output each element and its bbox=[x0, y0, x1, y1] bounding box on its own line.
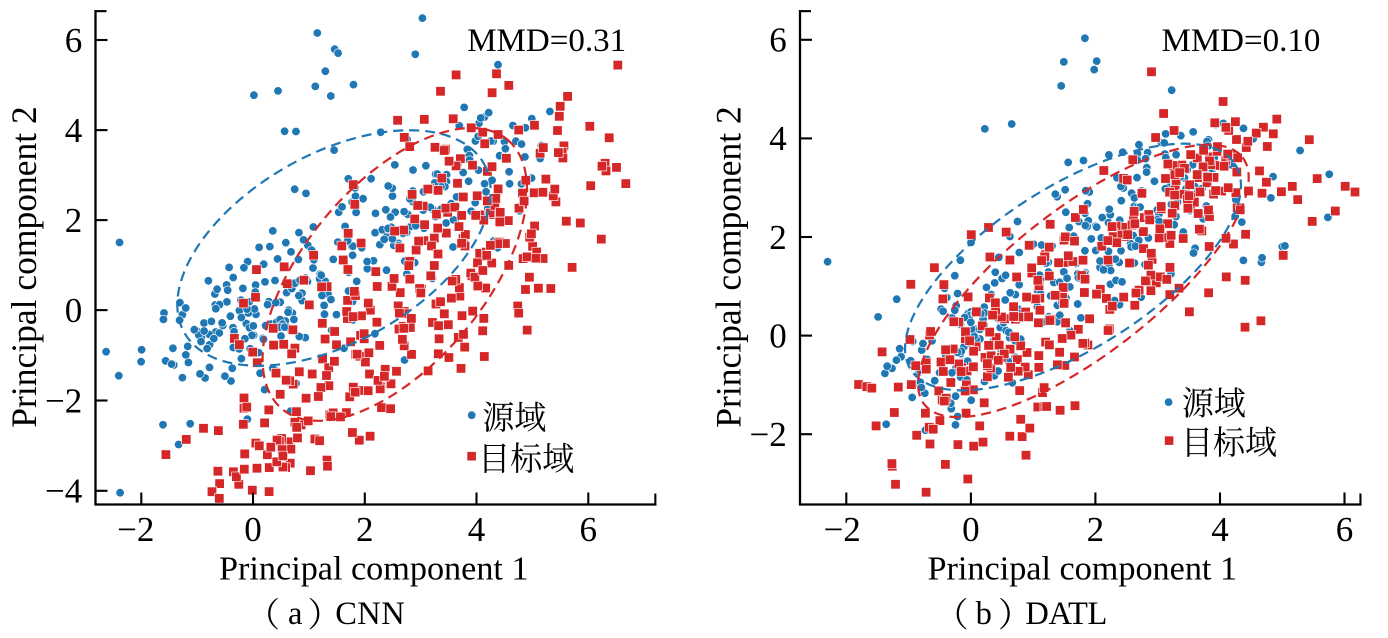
svg-text:2: 2 bbox=[65, 201, 83, 240]
svg-text:0: 0 bbox=[65, 291, 83, 330]
svg-text:−2: −2 bbox=[45, 381, 82, 420]
svg-text:Principal component 1: Principal component 1 bbox=[928, 550, 1238, 587]
svg-text:0: 0 bbox=[769, 316, 787, 355]
svg-text:−4: −4 bbox=[45, 472, 82, 511]
svg-text:a: a bbox=[288, 596, 302, 632]
svg-text:Principal component 2: Principal component 2 bbox=[709, 106, 749, 427]
svg-text:4: 4 bbox=[468, 510, 486, 549]
svg-text:0: 0 bbox=[244, 510, 262, 549]
svg-text:2: 2 bbox=[769, 218, 787, 257]
svg-text:MMD=0.10: MMD=0.10 bbox=[1162, 23, 1321, 59]
svg-text:−2: −2 bbox=[117, 510, 154, 549]
svg-text:2: 2 bbox=[356, 510, 374, 549]
svg-text:4: 4 bbox=[1211, 510, 1229, 549]
svg-text:6: 6 bbox=[580, 510, 598, 549]
svg-text:−2: −2 bbox=[750, 415, 787, 454]
svg-text:MMD=0.31: MMD=0.31 bbox=[467, 23, 626, 59]
svg-text:Principal component 1: Principal component 1 bbox=[219, 550, 529, 587]
svg-text:2: 2 bbox=[1087, 510, 1105, 549]
svg-text:6: 6 bbox=[65, 21, 83, 60]
svg-text:CNN: CNN bbox=[335, 596, 405, 632]
svg-text:b: b bbox=[976, 596, 992, 632]
svg-text:4: 4 bbox=[65, 111, 83, 150]
svg-text:−2: −2 bbox=[824, 510, 861, 549]
svg-text:6: 6 bbox=[1336, 510, 1354, 549]
svg-text:DATL: DATL bbox=[1025, 596, 1107, 632]
svg-text:Principal component 2: Principal component 2 bbox=[4, 106, 44, 427]
svg-text:6: 6 bbox=[769, 21, 787, 60]
svg-text:4: 4 bbox=[769, 119, 787, 158]
svg-text:0: 0 bbox=[962, 510, 980, 549]
